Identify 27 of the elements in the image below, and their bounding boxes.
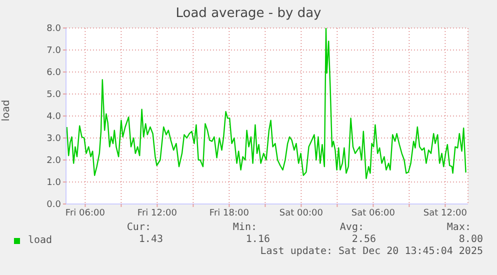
x-tick-label: Sat 12:00: [423, 208, 468, 218]
text: Min:: [232, 222, 257, 233]
x-tick-label: Fri 18:00: [209, 208, 250, 218]
y-tick-label: 7.0: [46, 46, 62, 56]
text: Cur:: [126, 222, 151, 233]
y-tick-label: 5.0: [46, 90, 62, 100]
x-tick-label: Sat 00:00: [279, 208, 324, 218]
chart-title: Load average - by day: [174, 6, 322, 21]
y-tick-label: 2.0: [46, 156, 62, 166]
y-tick-label: 0.0: [46, 200, 62, 210]
y-tick-label: 6.0: [46, 68, 62, 78]
text: Last update: Sat Dec 20 13:45:04 2025: [260, 246, 483, 257]
text: Avg:: [340, 222, 364, 233]
legend-label: load: [28, 235, 52, 246]
y-axis-title: load: [2, 99, 12, 121]
text: 1.16: [246, 234, 270, 245]
text: Max:: [446, 222, 471, 233]
y-tick-label: 1.0: [46, 178, 62, 188]
x-tick-label: Sat 06:00: [351, 208, 396, 218]
x-tick-label: Fri 12:00: [137, 208, 178, 218]
text: 8.00: [458, 234, 483, 245]
y-tick-label: 4.0: [46, 112, 62, 122]
text: 1.43: [138, 234, 163, 245]
y-tick-label: 8.0: [46, 24, 62, 34]
x-tick-label: Fri 06:00: [65, 208, 106, 218]
y-tick-label: 3.0: [46, 134, 62, 144]
text: 2.56: [352, 234, 376, 245]
